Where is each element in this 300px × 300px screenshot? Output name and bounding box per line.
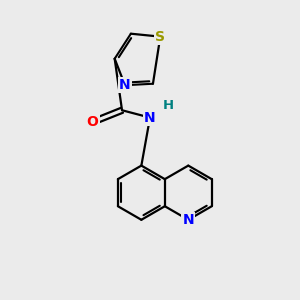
Text: N: N (119, 78, 131, 92)
Text: N: N (144, 111, 156, 124)
Text: H: H (163, 99, 174, 112)
Text: S: S (155, 30, 165, 44)
Text: N: N (182, 213, 194, 227)
Text: O: O (87, 115, 98, 129)
